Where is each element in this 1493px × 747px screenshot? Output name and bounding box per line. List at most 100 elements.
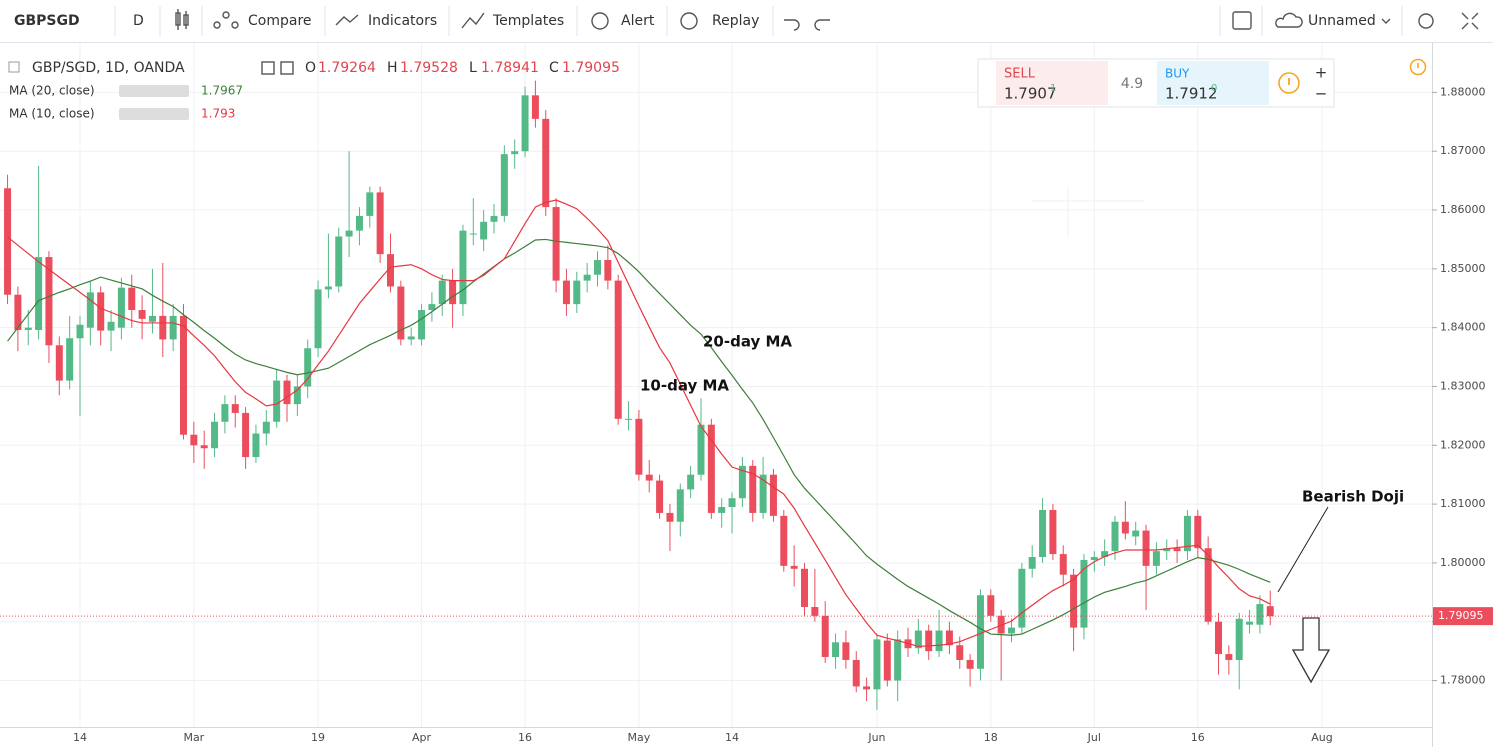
candle-body <box>1008 627 1015 634</box>
candle-body <box>1121 521 1129 534</box>
candle-body <box>469 233 477 235</box>
candle-body <box>107 321 115 331</box>
candle-body <box>335 236 343 287</box>
candle-body <box>1028 557 1036 569</box>
candle-body <box>45 257 53 346</box>
fullscreen-button[interactable] <box>1461 12 1479 30</box>
candle-body <box>635 418 643 475</box>
x-tick-label: Aug <box>1311 731 1332 744</box>
candle-body <box>562 280 570 305</box>
replay-icon <box>680 12 698 30</box>
interval-button[interactable]: D <box>133 13 144 29</box>
indicators-button[interactable]: Indicators <box>368 13 437 29</box>
sell-pip: 1 <box>1050 83 1056 94</box>
candle-body <box>324 286 332 290</box>
replay-button[interactable]: Replay <box>712 13 759 29</box>
legend-high: 1.79528 <box>400 60 458 76</box>
candle-body <box>500 154 508 216</box>
candle-body <box>1111 521 1119 552</box>
plot-area <box>0 80 1432 710</box>
compare-button[interactable]: Compare <box>248 13 312 29</box>
candle-body <box>190 434 198 446</box>
candle-body <box>1256 604 1264 625</box>
candle-body <box>811 607 819 616</box>
chart-style-button[interactable] <box>175 9 189 30</box>
down-arrow <box>1291 617 1331 684</box>
candle-body <box>490 215 498 222</box>
zoom-out[interactable]: − <box>1315 85 1328 103</box>
x-tick-label: 14 <box>725 731 739 744</box>
legend-high-letter: H <box>387 60 398 76</box>
candle-body <box>521 95 529 152</box>
candle-body <box>1163 548 1171 552</box>
candle-body <box>1039 509 1047 558</box>
candle-body <box>355 215 363 231</box>
collapse-icon[interactable] <box>8 61 20 73</box>
layout-menu[interactable] <box>1381 18 1391 24</box>
candle-body <box>790 565 798 569</box>
candle-body <box>1018 568 1026 628</box>
candle-body <box>169 315 177 340</box>
save-icon <box>1275 12 1303 28</box>
annotation: Bearish Doji <box>1302 488 1404 506</box>
candle-body <box>387 254 394 287</box>
candle-body <box>511 151 519 155</box>
candle-body <box>117 287 125 328</box>
annotation: 10-day MA <box>640 377 729 395</box>
candle-body <box>738 465 746 499</box>
candle-body <box>780 515 788 566</box>
candle-body <box>542 118 550 208</box>
candle-body <box>625 418 633 420</box>
toolbar-bg <box>0 0 1493 42</box>
legend-low-letter: L <box>469 60 477 76</box>
candle-body <box>801 568 808 608</box>
layout-button[interactable] <box>1232 11 1252 30</box>
warning-icon[interactable] <box>1409 58 1427 76</box>
settings-button[interactable] <box>1418 13 1434 29</box>
candle-body <box>1215 621 1222 655</box>
legend-ma10-icons <box>119 108 189 120</box>
candle-body <box>24 327 32 331</box>
candle-body <box>148 315 156 322</box>
compare-icon <box>213 11 239 29</box>
x-tick-label: 14 <box>73 731 87 744</box>
candle-body <box>1142 530 1150 566</box>
legend-open: 1.79264 <box>318 60 376 76</box>
legend-ma10: MA (10, close) <box>9 107 95 121</box>
templates-button[interactable]: Templates <box>492 13 564 29</box>
candle-body <box>86 292 94 328</box>
annotation-pointer <box>1277 506 1329 593</box>
candle-body <box>221 404 229 422</box>
candle-body <box>707 424 715 513</box>
candle-body <box>345 230 353 237</box>
candle-body <box>832 642 840 658</box>
candle-body <box>66 338 74 381</box>
undo-button[interactable] <box>784 19 800 31</box>
legend-low: 1.78941 <box>481 60 539 76</box>
redo-button[interactable] <box>814 19 830 31</box>
y-tick-label: 1.85000 <box>1440 262 1486 275</box>
zoom-in[interactable]: + <box>1315 64 1328 82</box>
x-tick-label: 18 <box>984 731 998 744</box>
x-tick-label: May <box>628 731 651 744</box>
candle-body <box>1235 618 1243 660</box>
candle-body <box>883 640 891 681</box>
symbol-button[interactable]: GBPSGD <box>14 13 80 29</box>
candle-body <box>987 595 995 616</box>
buy-button[interactable] <box>1157 61 1269 105</box>
last-price-label: 1.79095 <box>1438 609 1484 622</box>
sell-button[interactable] <box>996 61 1108 105</box>
candle-body <box>1090 557 1098 560</box>
candle-body <box>128 287 136 311</box>
y-tick-label: 1.80000 <box>1440 556 1486 569</box>
alert-button[interactable]: Alert <box>621 13 655 29</box>
layout-name[interactable]: Unnamed <box>1308 13 1376 29</box>
candle-body <box>449 280 457 305</box>
candle-body <box>252 433 260 458</box>
candle-body <box>1194 515 1202 549</box>
info-icon[interactable] <box>1278 72 1300 94</box>
faint-crosshair <box>1032 186 1144 236</box>
candle-body <box>863 686 871 690</box>
candle-body <box>718 507 726 513</box>
